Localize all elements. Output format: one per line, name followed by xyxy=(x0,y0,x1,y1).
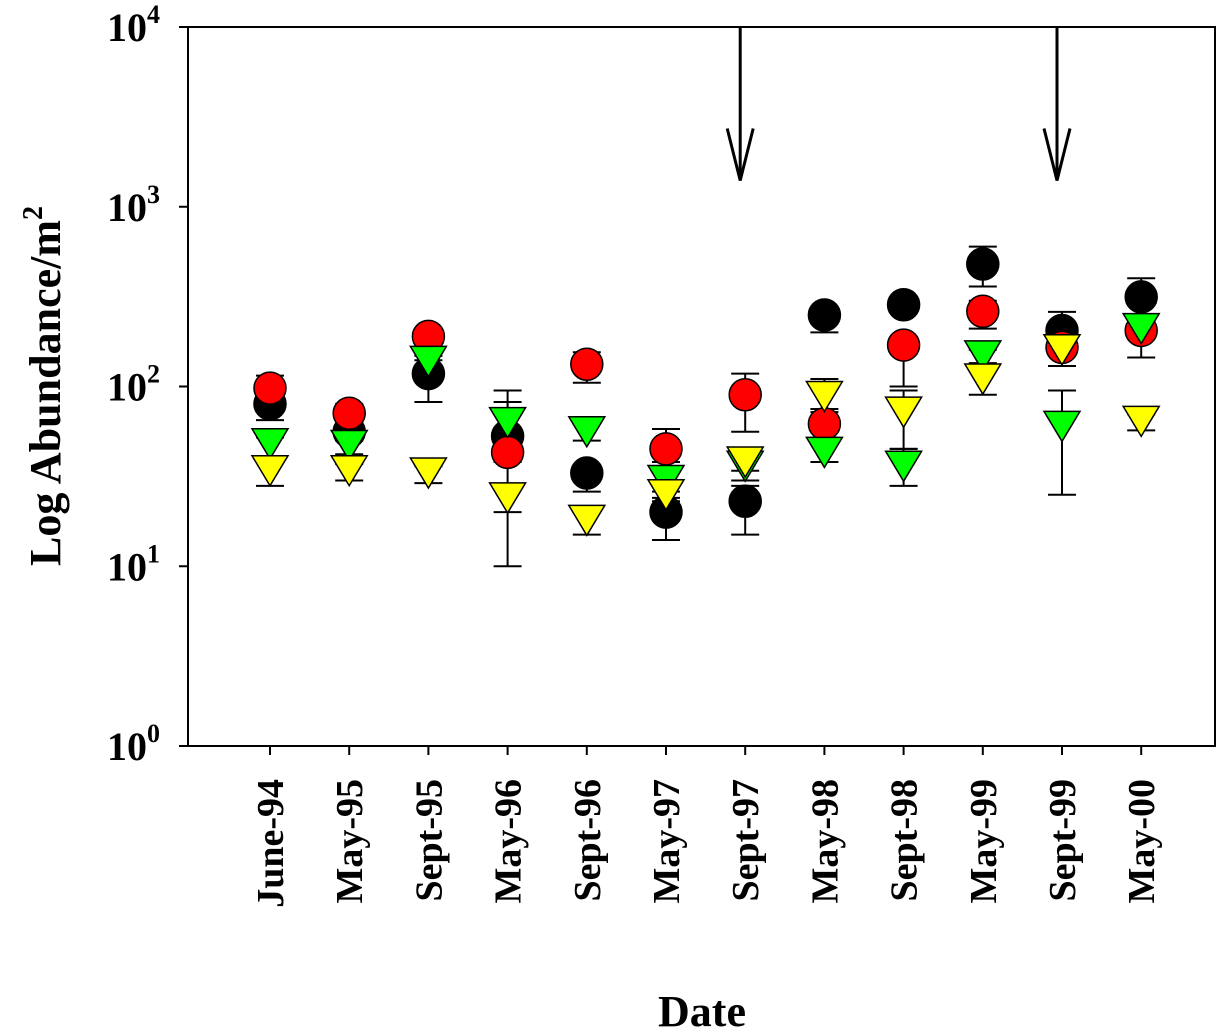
y-tick-label-exponent: 0 xyxy=(147,719,160,748)
x-axis-title: Date xyxy=(658,987,746,1036)
x-tick-label: Sept-96 xyxy=(567,779,609,901)
y-tick-label-exponent: 3 xyxy=(147,180,160,209)
y-tick-label-4: 104 xyxy=(107,0,160,50)
y-tick-label-base: 10 xyxy=(107,724,147,769)
point-circle xyxy=(332,396,366,430)
point-triangle xyxy=(805,380,844,413)
x-tick-label: Sept-95 xyxy=(408,779,450,901)
y-tick-label-0: 100 xyxy=(107,719,160,769)
y-axis-title-superscript: 2 xyxy=(18,206,49,220)
point-circle xyxy=(1124,280,1158,314)
data-markers xyxy=(250,247,1161,537)
x-tick-label: May-99 xyxy=(963,779,1005,904)
point-circle xyxy=(490,435,525,470)
error-bars xyxy=(256,245,1156,568)
point-triangle xyxy=(646,478,686,512)
x-tick-label: May-98 xyxy=(804,779,846,904)
point-triangle xyxy=(1121,312,1161,346)
point-triangle xyxy=(250,454,290,488)
point-circle xyxy=(886,328,921,362)
annotation-arrows xyxy=(725,27,1072,181)
point-circle xyxy=(728,484,762,518)
point-triangle xyxy=(884,396,923,429)
point-triangle xyxy=(963,340,1003,373)
point-triangle xyxy=(488,406,527,440)
x-tick-label: Sept-98 xyxy=(884,779,926,901)
x-tick-label: June-94 xyxy=(250,779,292,908)
arrow-head-1 xyxy=(1042,128,1072,181)
x-tick-label: Sept-99 xyxy=(1042,779,1084,901)
point-circle xyxy=(570,456,604,490)
y-tick-label-base: 10 xyxy=(107,185,147,230)
point-triangle xyxy=(567,504,607,537)
point-circle xyxy=(728,377,762,412)
y-tick-label-base: 10 xyxy=(107,544,147,589)
point-triangle xyxy=(567,416,607,449)
point-circle xyxy=(966,247,1000,281)
point-triangle xyxy=(409,345,448,378)
y-tick-label-3: 103 xyxy=(107,180,160,230)
x-ticks xyxy=(269,746,1143,755)
y-tick-label-base: 10 xyxy=(107,365,147,410)
point-circle xyxy=(570,347,604,381)
point-triangle xyxy=(805,436,844,469)
point-triangle xyxy=(963,363,1003,396)
y-tick-label-1: 101 xyxy=(107,539,160,589)
point-triangle xyxy=(409,457,448,490)
point-triangle xyxy=(329,454,369,488)
y-tick-label-exponent: 2 xyxy=(147,360,160,389)
x-tick-label: May-97 xyxy=(646,779,688,904)
x-tick-label: May-00 xyxy=(1121,779,1163,904)
y-axis-title: Log Abundance/m2 xyxy=(18,206,70,566)
y-axis-title-main: Log Abundance/m xyxy=(21,220,70,566)
point-circle xyxy=(253,371,287,405)
point-triangle xyxy=(1042,334,1082,367)
x-tick-label: May-95 xyxy=(329,779,371,904)
point-triangle xyxy=(1121,405,1161,438)
point-triangle xyxy=(884,450,923,483)
x-tick-label: Sept-97 xyxy=(725,779,767,901)
arrow-head-0 xyxy=(725,128,755,181)
y-tick-label-exponent: 4 xyxy=(147,0,160,29)
y-ticks xyxy=(179,26,188,747)
point-circle xyxy=(649,432,683,466)
point-triangle xyxy=(488,482,527,515)
y-tick-label-base: 10 xyxy=(107,5,147,50)
point-triangle xyxy=(250,428,290,461)
point-circle xyxy=(886,287,921,322)
point-triangle xyxy=(329,429,369,462)
plot-frame xyxy=(187,26,1216,747)
x-tick-label: May-96 xyxy=(488,779,530,904)
y-tick-label-exponent: 1 xyxy=(147,539,160,568)
x-tick-labels: June-94 May-95 Sept-95 May-96 Sept-96 May-97 S… xyxy=(250,779,1163,908)
y-tick-label-2: 102 xyxy=(107,360,160,410)
point-circle xyxy=(966,294,1000,329)
point-triangle xyxy=(725,446,765,479)
point-triangle xyxy=(1042,410,1082,443)
point-circle xyxy=(807,298,842,332)
